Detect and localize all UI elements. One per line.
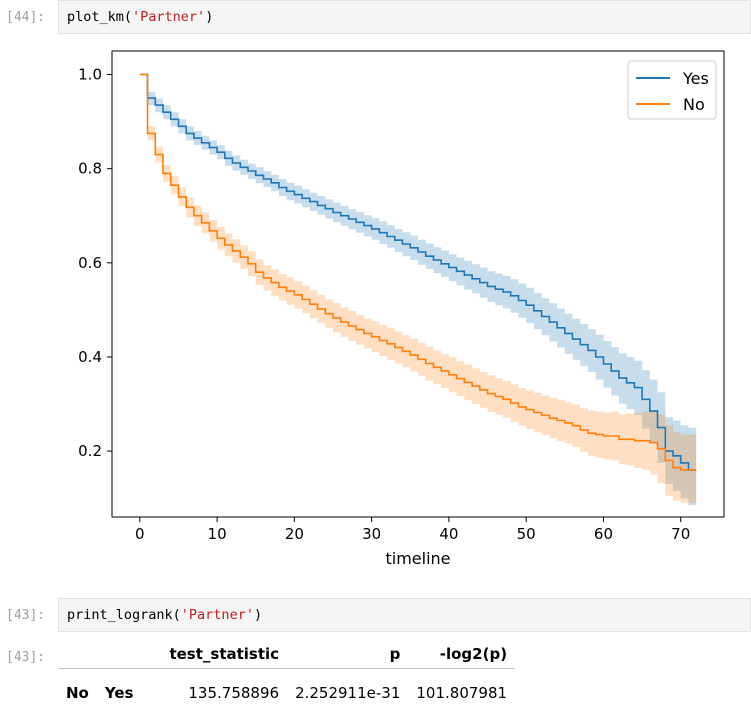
column-header: test_statistic	[169, 645, 280, 663]
table-header-row: test_statistic p -log2(p)	[58, 640, 516, 669]
x-tick-label: 50	[517, 525, 536, 543]
confidence-band-no	[139, 74, 697, 503]
index-header-blank	[58, 640, 97, 669]
y-tick-label: 0.6	[78, 254, 102, 272]
legend-label-yes: Yes	[682, 69, 709, 88]
code-cell-print-logrank[interactable]: print_logrank('Partner')	[58, 598, 751, 632]
code-string-argument: 'Partner'	[132, 9, 206, 25]
table-cell: 2.252911e-31	[295, 684, 401, 702]
cell-input-prompt: [43]:	[6, 608, 46, 623]
x-tick-label: 70	[671, 525, 690, 543]
code-close-paren: )	[205, 9, 214, 25]
y-tick-label: 0.4	[78, 348, 102, 366]
y-tick-label: 0.8	[78, 160, 102, 178]
table-row: No Yes 135.758896 2.252911e-31 101.80798…	[58, 669, 515, 708]
row-index-label: No	[66, 684, 89, 702]
x-tick-label: 60	[594, 525, 613, 543]
y-tick-label: 0.2	[78, 442, 102, 460]
survival-line-yes	[139, 73, 697, 471]
code-string-argument: 'Partner'	[180, 607, 254, 623]
cell-output-prompt: [43]:	[6, 650, 46, 665]
survival-line-no	[139, 73, 697, 471]
index-header-blank	[97, 640, 142, 669]
x-tick-label: 30	[362, 525, 381, 543]
x-axis-label: timeline	[385, 549, 450, 568]
code-cell-plot-km[interactable]: plot_km('Partner')	[58, 0, 751, 34]
x-tick-label: 0	[135, 525, 145, 543]
code-function: print_logrank(	[67, 607, 181, 623]
x-tick-label: 40	[439, 525, 458, 543]
y-tick-label: 1.0	[78, 66, 102, 84]
table-cell: 135.758896	[188, 684, 280, 702]
table-cell: 101.807981	[416, 684, 508, 702]
code-function: plot_km(	[67, 9, 133, 25]
row-index-label: Yes	[104, 684, 134, 702]
x-tick-label: 20	[285, 525, 304, 543]
cell-input-prompt: [44]:	[6, 10, 46, 25]
km-survival-chart: 0 10 20 30 40 50 60 70 0.2 0.4 0.6 0.8 1.0 timeline Ye…	[78, 50, 725, 568]
code-close-paren: )	[253, 607, 263, 623]
column-header: -log2(p)	[439, 645, 508, 663]
legend-label-no: No	[683, 95, 705, 114]
logrank-results-table: test_statistic p -log2(p) No Yes 135.758…	[58, 640, 516, 708]
x-tick-label: 10	[208, 525, 227, 543]
column-header: p	[389, 645, 401, 663]
plot-frame	[111, 50, 725, 518]
